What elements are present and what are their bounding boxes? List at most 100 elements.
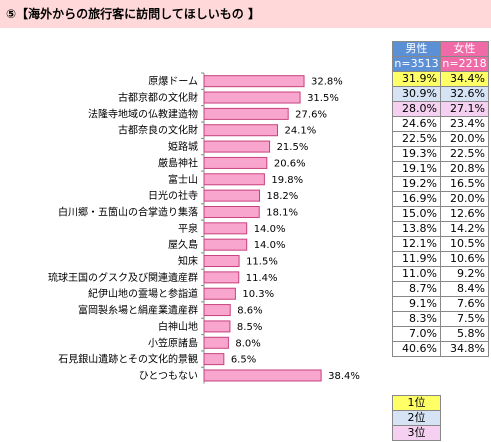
- female-value: 34.4%: [440, 71, 489, 87]
- male-header: 男性: [392, 41, 441, 57]
- male-value: 19.2%: [392, 176, 441, 192]
- bar: [203, 353, 225, 366]
- title-bar: ⑤【海外からの旅行客に訪問してほしいもの 】: [0, 0, 491, 28]
- value-label: 14.0%: [254, 224, 286, 235]
- value-label: 19.8%: [271, 175, 303, 186]
- bar: [203, 271, 240, 284]
- bar: [203, 369, 322, 382]
- table-row: 19.3% 22.5%: [392, 146, 489, 162]
- category-label: 厳島神社: [158, 156, 198, 169]
- value-label: 27.6%: [295, 109, 327, 120]
- category-label: 紀伊山地の霊場と参詣道: [88, 287, 198, 300]
- female-value: 27.1%: [440, 101, 489, 117]
- category-label: 石見銀山遺跡とその文化的景観: [58, 353, 198, 366]
- female-value: 22.5%: [440, 146, 489, 162]
- table-row: 19.1% 20.8%: [392, 161, 489, 177]
- male-value: 24.6%: [392, 116, 441, 132]
- table-row: 8.3% 7.5%: [392, 311, 489, 327]
- category-label: 原爆ドーム: [148, 76, 198, 88]
- male-value: 11.0%: [392, 266, 441, 282]
- bar-chart: 原爆ドーム 32.8% 古都京都の文化財 31.5% 法隆寺地域の仏教建造物 27.6% 古…: [48, 72, 360, 384]
- table-row: 24.6% 23.4%: [392, 116, 489, 132]
- table-row: 15.0% 12.6%: [392, 206, 489, 222]
- bar: [203, 91, 301, 104]
- rank-legend-1: 1位: [392, 395, 441, 411]
- male-value: 16.9%: [392, 191, 441, 207]
- table-row: 12.1% 10.5%: [392, 236, 489, 252]
- table-row: 22.5% 20.0%: [392, 131, 489, 147]
- table-row: 28.0% 27.1%: [392, 101, 489, 117]
- male-value: 8.3%: [392, 311, 441, 327]
- category-label: 古都京都の文化財: [118, 91, 198, 104]
- female-value: 12.6%: [440, 206, 489, 222]
- category-label: 法隆寺地域の仏教建造物: [88, 107, 198, 120]
- female-value: 10.6%: [440, 251, 489, 267]
- chart-title: ⑤【海外からの旅行客に訪問してほしいもの 】: [6, 7, 260, 21]
- female-value: 8.4%: [440, 281, 489, 297]
- male-value: 19.3%: [392, 146, 441, 162]
- male-value: 31.9%: [392, 71, 441, 87]
- female-value: 20.0%: [440, 191, 489, 207]
- bar: [203, 124, 279, 137]
- female-header: 女性: [440, 41, 489, 57]
- category-label: 琉球王国のグスク及び関連遺産群: [48, 271, 198, 284]
- female-value: 14.2%: [440, 221, 489, 237]
- category-label: 小笠原諸島: [148, 336, 198, 349]
- value-label: 11.4%: [246, 273, 278, 284]
- bar: [203, 287, 236, 300]
- category-label: 平泉: [178, 222, 198, 235]
- value-label: 10.3%: [242, 289, 274, 300]
- female-value: 7.5%: [440, 311, 489, 327]
- category-label: 富士山: [168, 173, 198, 186]
- category-label: 知床: [178, 255, 198, 268]
- table-row: 30.9% 32.6%: [392, 86, 489, 102]
- bar: [203, 107, 289, 120]
- category-label: 屋久島: [168, 238, 198, 251]
- table-row: 7.0% 5.8%: [392, 326, 489, 342]
- value-label: 8.6%: [237, 306, 262, 317]
- female-value: 5.8%: [440, 326, 489, 342]
- male-sample-size: n=3513: [392, 56, 441, 72]
- value-label: 14.0%: [254, 240, 286, 251]
- male-value: 19.1%: [392, 161, 441, 177]
- bar: [203, 304, 231, 317]
- male-value: 11.9%: [392, 251, 441, 267]
- bar: [203, 320, 231, 333]
- value-label: 6.5%: [231, 355, 256, 366]
- bar: [203, 156, 268, 169]
- female-value: 16.5%: [440, 176, 489, 192]
- category-label: 古都奈良の文化財: [118, 124, 198, 137]
- female-value: 7.6%: [440, 296, 489, 312]
- male-value: 22.5%: [392, 131, 441, 147]
- bar: [203, 238, 248, 251]
- table-row: 11.0% 9.2%: [392, 266, 489, 282]
- bar: [203, 336, 229, 349]
- category-label: 白神山地: [158, 320, 198, 333]
- male-value: 15.0%: [392, 206, 441, 222]
- gender-comparison-table: 男性 女性 n=3513 n=2218 31.9% 34.4% 30.9% 32.6% 28.0…: [392, 41, 489, 357]
- female-value: 32.6%: [440, 86, 489, 102]
- value-label: 32.8%: [311, 77, 343, 88]
- bar: [203, 255, 240, 268]
- bar: [203, 205, 260, 218]
- male-value: 30.9%: [392, 86, 441, 102]
- table-row: 31.9% 34.4%: [392, 71, 489, 87]
- value-label: 11.5%: [246, 257, 278, 268]
- male-value: 40.6%: [392, 341, 441, 357]
- table-row: 13.8% 14.2%: [392, 221, 489, 237]
- bar: [203, 222, 248, 235]
- category-label: 白川郷・五箇山の合掌造り集落: [58, 205, 198, 218]
- table-row: 16.9% 20.0%: [392, 191, 489, 207]
- table-row: 11.9% 10.6%: [392, 251, 489, 267]
- category-label: 富岡製糸場と絹産業遺産群: [78, 304, 198, 317]
- table-row: 19.2% 16.5%: [392, 176, 489, 192]
- female-value: 23.4%: [440, 116, 489, 132]
- value-label: 18.2%: [267, 191, 299, 202]
- table-row: 40.6% 34.8%: [392, 341, 489, 357]
- category-label: ひとつもない: [139, 370, 198, 382]
- rank-legend-3: 3位: [392, 425, 441, 441]
- male-value: 9.1%: [392, 296, 441, 312]
- bar: [203, 75, 305, 88]
- bar: [203, 173, 265, 186]
- male-value: 13.8%: [392, 221, 441, 237]
